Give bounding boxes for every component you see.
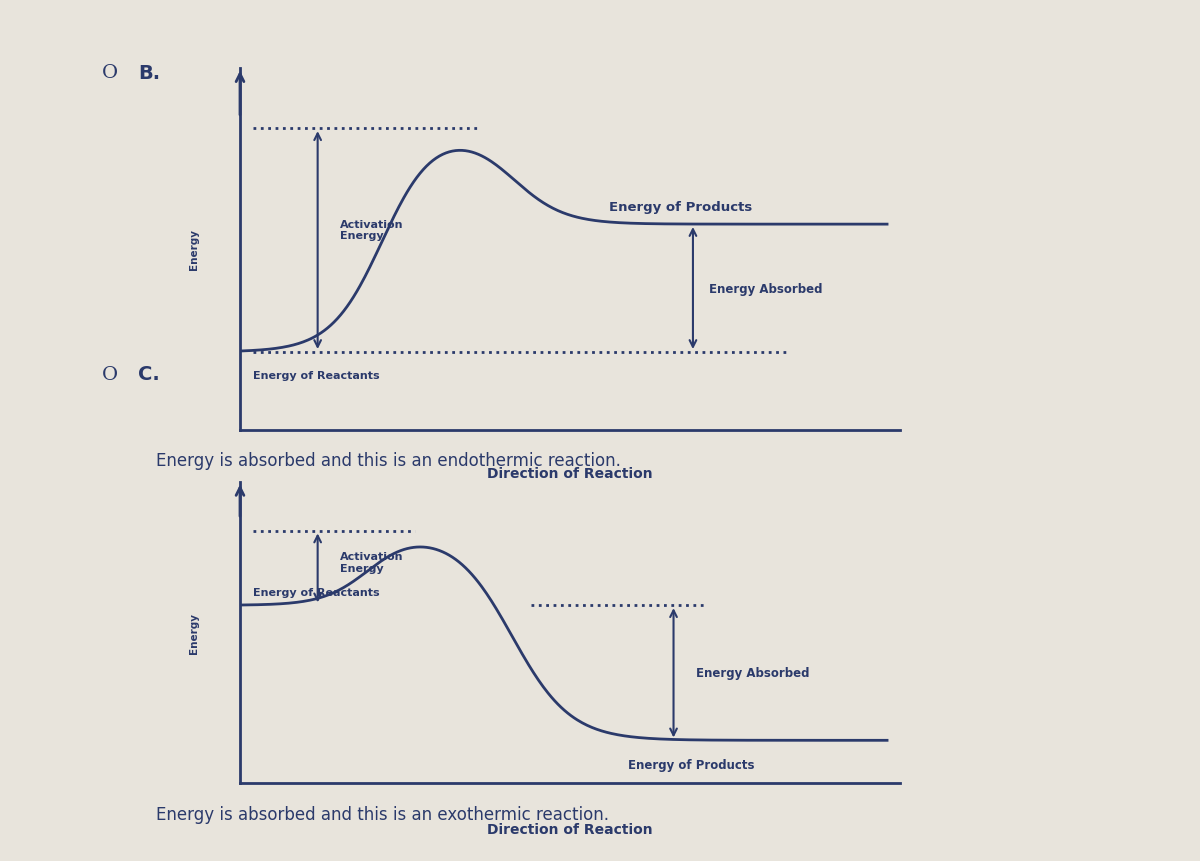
- Text: Energy of Reactants: Energy of Reactants: [253, 587, 379, 597]
- Text: Energy is absorbed and this is an exothermic reaction.: Energy is absorbed and this is an exothe…: [156, 805, 610, 822]
- Text: Activation
Energy: Activation Energy: [341, 552, 403, 573]
- Text: Energy Absorbed: Energy Absorbed: [709, 282, 823, 295]
- Text: Energy is absorbed and this is an endothermic reaction.: Energy is absorbed and this is an endoth…: [156, 452, 620, 469]
- Text: Direction of Reaction: Direction of Reaction: [487, 821, 653, 836]
- Text: Activation
Energy: Activation Energy: [341, 220, 403, 241]
- Text: Energy Absorbed: Energy Absorbed: [696, 666, 810, 679]
- Text: Energy of Reactants: Energy of Reactants: [253, 370, 379, 381]
- Text: B.: B.: [138, 64, 160, 83]
- Text: O: O: [102, 65, 118, 82]
- Text: Direction of Reaction: Direction of Reaction: [487, 467, 653, 481]
- Text: Energy of Products: Energy of Products: [629, 758, 755, 771]
- Text: Energy: Energy: [188, 229, 199, 270]
- Text: Energy of Products: Energy of Products: [608, 201, 752, 214]
- Text: C.: C.: [138, 365, 160, 384]
- Text: Energy: Energy: [188, 612, 199, 653]
- Text: O: O: [102, 366, 118, 383]
